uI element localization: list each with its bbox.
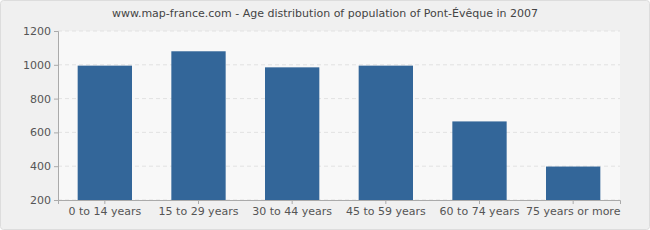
x-tick: 15 to 29 years	[159, 200, 239, 218]
y-grid-line	[58, 166, 620, 167]
y-axis: 200 400 600 800 1000 1200	[23, 25, 59, 207]
y-tick-mark	[54, 166, 58, 167]
y-tick: 800	[30, 93, 58, 106]
x-tick: 60 to 74 years	[440, 200, 520, 218]
x-tick-label: 60 to 74 years	[440, 205, 520, 218]
bars	[78, 51, 601, 200]
x-tick-mark	[198, 200, 199, 204]
y-axis-line	[54, 32, 59, 201]
bar	[546, 167, 600, 200]
bar	[265, 67, 319, 200]
x-tick: 0 to 14 years	[68, 200, 141, 218]
x-tick-mark	[292, 200, 293, 204]
bar	[171, 51, 225, 200]
x-tick: 45 to 59 years	[346, 200, 426, 218]
y-grid-line	[58, 132, 620, 133]
chart: www.map-france.com - Age distribution of…	[0, 0, 650, 230]
x-tick: 30 to 44 years	[252, 200, 332, 218]
plot-area	[58, 31, 620, 200]
x-tick-mark	[479, 200, 480, 204]
y-tick: 400	[30, 160, 58, 173]
x-tick-label: 15 to 29 years	[159, 205, 239, 218]
y-tick-label: 200	[30, 194, 51, 207]
y-tick-label: 600	[30, 126, 51, 139]
x-tick-label: 75 years or more	[526, 205, 621, 218]
x-tick: 75 years or more	[526, 200, 621, 218]
y-tick: 1000	[23, 59, 58, 72]
y-tick: 600	[30, 126, 58, 139]
y-grid-line	[58, 98, 620, 99]
x-tick-mark	[385, 200, 386, 204]
y-tick-label: 400	[30, 160, 51, 173]
y-tick-label: 1000	[23, 59, 51, 72]
bar	[78, 66, 132, 200]
y-tick-mark	[54, 132, 58, 133]
y-tick-mark	[54, 65, 58, 66]
bar	[452, 121, 506, 200]
x-axis: 0 to 14 years 15 to 29 years 30 to 44 year…	[59, 200, 621, 218]
grid	[58, 31, 620, 200]
x-tick-label: 30 to 44 years	[252, 205, 332, 218]
title: www.map-france.com - Age distribution of…	[112, 7, 538, 20]
y-tick-mark	[54, 31, 58, 32]
y-grid-line	[58, 64, 620, 65]
y-tick: 200	[30, 194, 58, 207]
x-tick-mark	[104, 200, 105, 204]
x-tick-label: 45 to 59 years	[346, 205, 426, 218]
y-tick-mark	[54, 99, 58, 100]
bar	[359, 66, 413, 200]
x-tick-label: 0 to 14 years	[68, 205, 141, 218]
y-tick-label: 1200	[23, 25, 51, 38]
y-grid-line	[58, 31, 620, 32]
background	[1, 1, 650, 230]
y-tick-label: 800	[30, 93, 51, 106]
x-tick-mark	[573, 200, 574, 204]
x-axis-line	[59, 201, 621, 205]
y-tick-mark	[54, 200, 58, 201]
y-tick: 1200	[23, 25, 58, 38]
